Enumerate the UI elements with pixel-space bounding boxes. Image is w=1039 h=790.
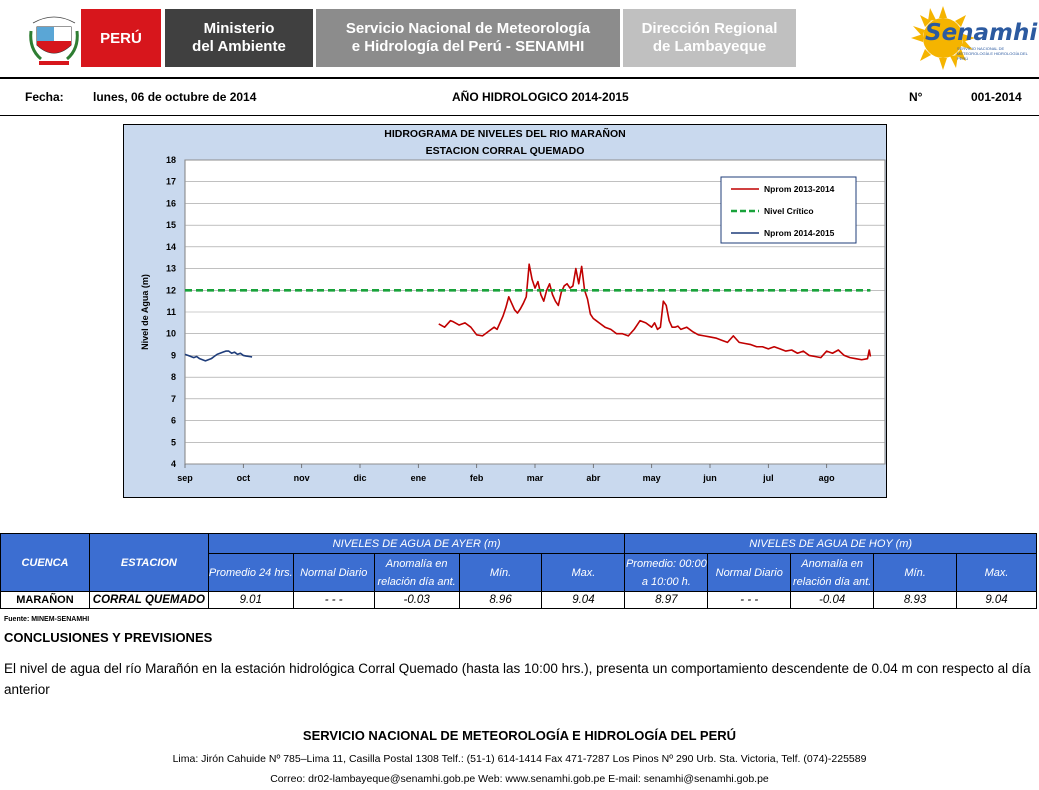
cell-cuenca: MARAÑON (0, 591, 90, 609)
x-tick-label: mar (527, 473, 544, 483)
x-tick-label: abr (586, 473, 601, 483)
y-tick-label: 11 (166, 307, 176, 317)
sub-ayer-promedio: Promedio 24 hrs. (207, 553, 294, 592)
chart-plot: 4 5 6 7 8 9 10 11 12 13 14 15 16 17 18 sep oct nov dic ene f… (140, 155, 886, 483)
x-tick-label: sep (177, 473, 193, 483)
cell-ayer-max: 9.04 (541, 591, 626, 609)
senamhi-line2: e Hidrología del Perú - SENAMHI (351, 38, 585, 55)
x-tick-label: ago (819, 473, 836, 483)
cell-ayer-anomalia: -0.03 (373, 591, 460, 609)
x-tick-label: dic (353, 473, 366, 483)
ministerio-line2: del Ambiente (192, 38, 286, 55)
group-hoy-header: NIVELES DE AGUA DE HOY (m) (624, 533, 1037, 554)
peru-coat-of-arms (27, 9, 81, 67)
divider-top (0, 77, 1039, 79)
table-row: MARAÑON CORRAL QUEMADO 9.01 - - - -0.03 … (0, 591, 1037, 609)
sub-ayer-normal: Normal Diario (292, 553, 375, 592)
sun-icon (911, 6, 975, 70)
senamhi-logo (905, 4, 1035, 72)
cell-hoy-promedio: 8.97 (624, 591, 709, 609)
x-tick-label: may (643, 473, 661, 483)
senamhi-logo-subtitle: SERVICIO NACIONAL DE METEOROLOGÍA E HIDR… (957, 46, 1028, 61)
y-tick-label: 17 (166, 177, 176, 187)
senamhi-line1: Servicio Nacional de Meteorología (345, 20, 591, 37)
coat-of-arms-icon (29, 16, 79, 65)
sub-hoy-promedio: Promedio: 00:00 a 10:00 h. (624, 553, 709, 592)
y-tick-label: 4 (171, 459, 176, 469)
y-tick-label: 16 (166, 198, 176, 208)
ministerio-banner: Ministerio del Ambiente (165, 9, 313, 67)
col-estacion-header: ESTACION (88, 533, 209, 592)
fuente-note: Fuente: MINEM-SENAMHI (4, 616, 90, 623)
sub-ayer-max: Max. (541, 553, 626, 592)
col-cuenca-header: CUENCA (0, 533, 90, 592)
series-line (438, 263, 872, 361)
senamhi-banner: Servicio Nacional de Meteorología e Hidr… (316, 9, 620, 67)
direccion-line1: Dirección Regional (641, 20, 778, 37)
sub-hoy-max: Max. (956, 553, 1037, 592)
footer-contact: Correo: dr02-lambayeque@senamhi.gob.pe W… (270, 773, 769, 785)
x-tick-label: ene (411, 473, 427, 483)
legend-label: Nprom 2013-2014 (764, 184, 835, 194)
y-tick-label: 9 (171, 350, 176, 360)
cell-hoy-normal: - - - (707, 591, 792, 609)
y-tick-label: 13 (166, 264, 176, 274)
x-tick-label: nov (294, 473, 310, 483)
cell-ayer-normal: - - - (292, 591, 375, 609)
sub-ayer-min: Mín. (458, 553, 543, 592)
cell-ayer-promedio: 9.01 (207, 591, 294, 609)
series-line (184, 350, 253, 362)
y-tick-label: 18 (166, 155, 176, 165)
direccion-regional-banner: Dirección Regional de Lambayeque (623, 9, 796, 67)
group-ayer-header: NIVELES DE AGUA DE AYER (m) (207, 533, 626, 554)
fecha-label: Fecha: (25, 90, 64, 104)
cell-ayer-min: 8.96 (458, 591, 543, 609)
chart-title: HIDROGRAMA DE NIVELES DEL RIO MARAÑON (384, 128, 626, 140)
senamhi-logo-text: Senamhi (925, 20, 1038, 46)
x-tick-label: jul (762, 473, 774, 483)
cell-estacion: CORRAL QUEMADO (88, 591, 209, 609)
y-tick-label: 15 (166, 220, 176, 230)
sub-hoy-normal: Normal Diario (707, 553, 792, 592)
y-tick-label: 14 (166, 242, 176, 252)
x-tick-label: feb (470, 473, 484, 483)
x-tick-label: jun (702, 473, 717, 483)
footer-address: Lima: Jirón Cahuide Nº 785–Lima 11, Casi… (172, 753, 867, 765)
y-tick-label: 12 (166, 285, 176, 295)
legend-label: Nprom 2014-2015 (764, 228, 835, 238)
y-tick-label: 5 (171, 437, 176, 447)
y-tick-label: 7 (171, 394, 176, 404)
peru-label: PERÚ (100, 29, 142, 47)
chart-subtitle: ESTACION CORRAL QUEMADO (425, 145, 585, 157)
cell-hoy-max: 9.04 (956, 591, 1037, 609)
ministerio-line1: Ministerio (203, 20, 275, 37)
sub-hoy-anomalia: Anomalía en relación día ant. (790, 553, 875, 592)
numero-value: 001-2014 (971, 90, 1022, 104)
footer-institution: SERVICIO NACIONAL DE METEOROLOGÍA E HIDR… (302, 728, 737, 743)
y-axis-label: Nivel de Agua (m) (140, 274, 150, 350)
direccion-line2: de Lambayeque (652, 38, 767, 55)
y-tick-label: 8 (171, 372, 176, 382)
legend-label: Nivel Crítico (764, 206, 814, 216)
x-tick-label: oct (237, 473, 251, 483)
peru-banner: PERÚ (81, 9, 161, 67)
cell-hoy-anomalia: -0.04 (790, 591, 875, 609)
y-tick-label: 6 (171, 416, 176, 426)
conclusiones-title: CONCLUSIONES Y PREVISIONES (4, 630, 213, 645)
niveles-table: CUENCA ESTACION NIVELES DE AGUA DE AYER … (0, 533, 1037, 609)
divider-info (0, 115, 1039, 116)
sub-ayer-anomalia: Anomalía en relación día ant. (373, 553, 460, 592)
anio-hidrologico: AÑO HIDROLOGICO 2014-2015 (452, 90, 629, 104)
fecha-value: lunes, 06 de octubre de 2014 (93, 90, 257, 104)
conclusiones-text: El nivel de agua del río Marañón en la e… (4, 661, 1031, 697)
y-tick-label: 10 (166, 329, 176, 339)
numero-label: N° (909, 90, 923, 104)
sub-hoy-min: Mín. (873, 553, 958, 592)
cell-hoy-min: 8.93 (873, 591, 958, 609)
